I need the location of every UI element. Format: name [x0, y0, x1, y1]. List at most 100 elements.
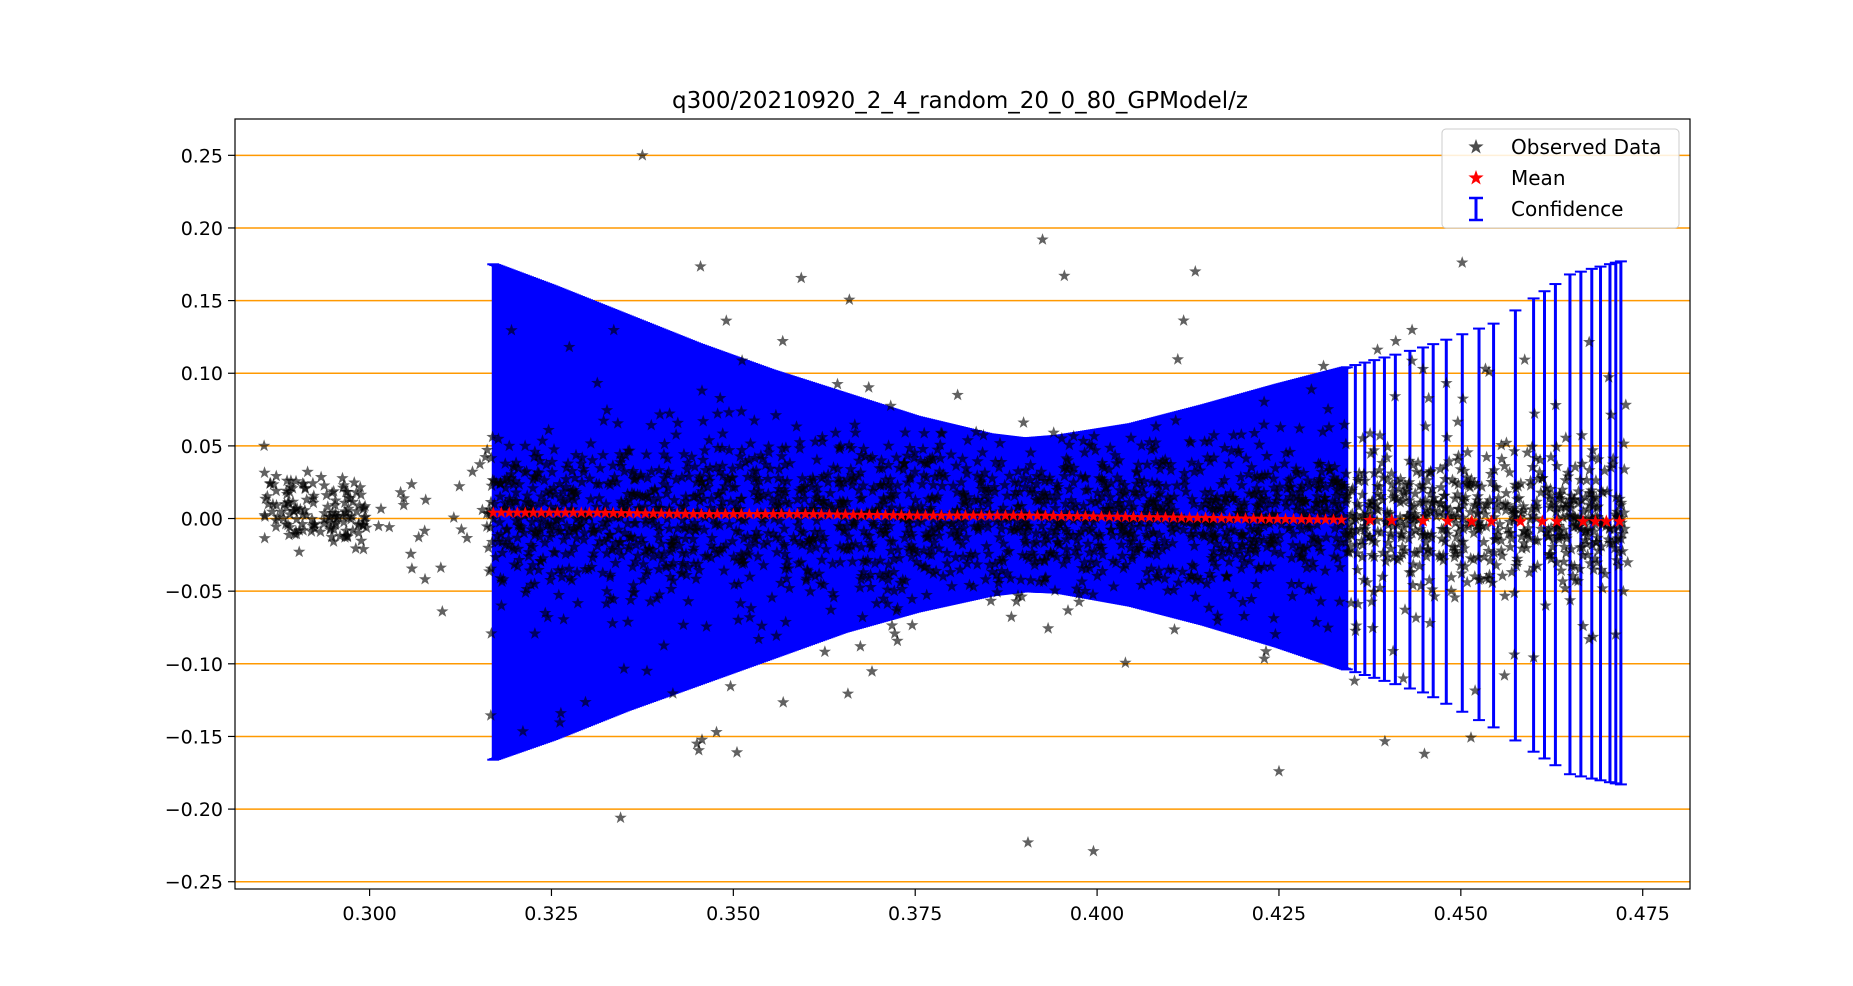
- observed-point-1933: [1598, 567, 1612, 580]
- observed-point-1112: [1305, 383, 1318, 395]
- observed-point-1942: [688, 460, 701, 472]
- mean-point-46: [855, 508, 868, 521]
- mean-point-89: [1199, 511, 1212, 524]
- observed-point-2162: [1229, 493, 1242, 506]
- observed-point-1704: [1012, 476, 1025, 489]
- observed-point-2259: [881, 597, 894, 610]
- observed-point-1036: [679, 532, 692, 545]
- observed-point-2522: [1182, 572, 1195, 585]
- observed-point-26: [325, 530, 338, 543]
- observed-point-1454: [1563, 593, 1577, 606]
- observed-point-1171: [816, 435, 829, 447]
- observed-point-1220: [701, 480, 714, 493]
- observed-point-2322: [1437, 508, 1450, 521]
- observed-point-1853: [1386, 519, 1400, 532]
- observed-point-1272: [927, 478, 940, 491]
- observed-point-385: [854, 466, 867, 478]
- observed-point-2599: [530, 510, 544, 523]
- observed-point-2295: [1084, 494, 1098, 507]
- observed-point-742: [1387, 551, 1400, 563]
- observed-point-2130: [1264, 535, 1277, 548]
- observed-point-2555: [486, 430, 499, 443]
- observed-point-2124: [1504, 540, 1517, 553]
- observed-point-1822: [1606, 458, 1619, 470]
- observed-point-2052: [534, 554, 547, 567]
- observed-point-2403: [1030, 477, 1043, 490]
- observed-point-2589: [1437, 548, 1450, 561]
- observed-point-2333: [1257, 533, 1270, 546]
- observed-point-1330: [1268, 545, 1281, 558]
- observed-point-1734: [679, 494, 693, 507]
- observed-point-375: [1003, 469, 1016, 482]
- observed-point-1701: [1089, 443, 1102, 456]
- observed-point-2080: [1209, 502, 1223, 515]
- observed-point-2695: [534, 516, 547, 528]
- observed-point-91: [262, 497, 275, 510]
- observed-point-369: [752, 484, 766, 497]
- observed-point-2369: [792, 513, 806, 526]
- observed-point-2697: [1575, 493, 1588, 506]
- observed-point-2126: [1492, 491, 1505, 504]
- observed-point-1104: [1161, 491, 1175, 503]
- observed-point-1255: [1328, 522, 1341, 534]
- observed-point-1667: [520, 582, 533, 595]
- observed-point-1285: [1381, 440, 1394, 453]
- observed-point-2647: [612, 543, 626, 556]
- observed-point-1249: [1285, 577, 1298, 590]
- observed-point-1091: [1113, 453, 1126, 466]
- x-tick-label-2: 0.350: [706, 903, 760, 925]
- observed-point-2441: [1544, 489, 1557, 501]
- observed-point-2655: [1248, 523, 1261, 535]
- observed-point-498: [780, 572, 793, 585]
- observed-point-1739: [1505, 532, 1518, 544]
- observed-point-517: [584, 492, 597, 505]
- observed-point-520: [1167, 583, 1180, 596]
- observed-point-481: [1020, 549, 1033, 562]
- observed-point-2142: [575, 517, 588, 530]
- observed-point-2558: [1069, 544, 1082, 556]
- observed-point-429: [505, 471, 518, 484]
- observed-point-2194: [484, 709, 497, 721]
- observed-point-2434: [792, 557, 805, 569]
- observed-point-2512: [1236, 595, 1249, 608]
- observed-point-1641: [726, 534, 739, 547]
- observed-point-2423: [931, 443, 944, 455]
- observed-point-1588: [776, 334, 789, 347]
- observed-point-2116: [1287, 527, 1300, 540]
- observed-point-1775: [512, 518, 525, 531]
- observed-point-2160: [728, 480, 742, 493]
- observed-point-1647: [838, 524, 852, 537]
- observed-point-2159: [1083, 438, 1096, 450]
- observed-point-1745: [975, 519, 988, 531]
- observed-point-2686: [1152, 479, 1166, 491]
- observed-point-982: [559, 547, 572, 560]
- observed-point-1101: [995, 522, 1008, 535]
- observed-point-1348: [754, 449, 768, 461]
- mean-point-60: [967, 509, 980, 521]
- observed-point-1710: [1363, 530, 1376, 543]
- observed-point-118: [300, 508, 313, 521]
- observed-point-1452: [627, 489, 640, 502]
- observed-point-225: [1369, 535, 1382, 548]
- observed-point-1115: [782, 497, 796, 510]
- observed-point-952: [593, 491, 606, 504]
- observed-point-2012: [950, 503, 964, 516]
- observed-point-2615: [1130, 489, 1144, 502]
- observed-point-1654: [1389, 334, 1402, 347]
- observed-point-2536: [1386, 485, 1399, 498]
- observed-point-997: [519, 495, 532, 508]
- observed-point-1849: [947, 479, 960, 492]
- observed-point-1172: [686, 532, 700, 545]
- observed-point-203: [923, 563, 936, 576]
- observed-point-682: [793, 435, 806, 448]
- observed-point-557: [614, 459, 628, 472]
- observed-point-44: [327, 535, 340, 547]
- observed-point-2053: [512, 542, 525, 555]
- observed-point-2136: [1448, 492, 1462, 504]
- observed-point-511: [1037, 527, 1050, 539]
- observed-point-1524: [858, 510, 871, 522]
- observed-point-398: [882, 478, 895, 491]
- observed-point-1245: [1244, 539, 1257, 552]
- observed-point-144: [482, 541, 495, 554]
- observed-point-2363: [1437, 554, 1450, 566]
